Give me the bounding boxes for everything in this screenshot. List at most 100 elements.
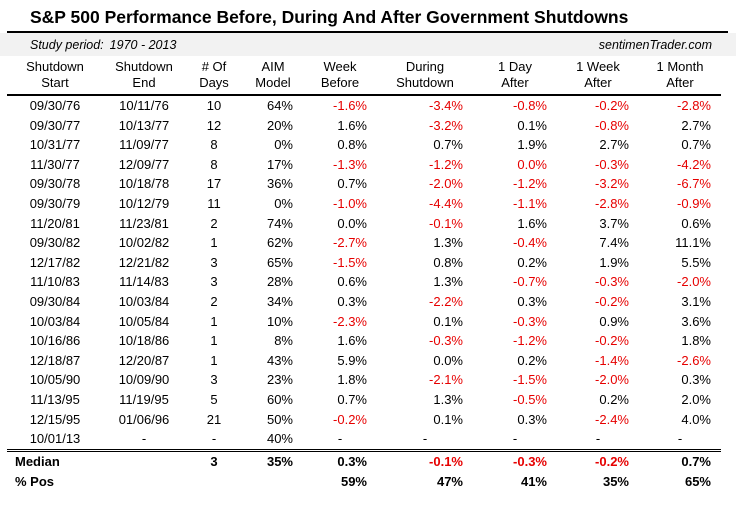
table-cell: 0.8%	[433, 254, 463, 270]
table-cell: -3.2%	[595, 176, 629, 192]
table-cell: -2.6%	[677, 352, 711, 368]
table-cell: 3.7%	[599, 215, 629, 231]
table-cell: 0.3%	[337, 293, 367, 309]
table-cell: 11	[207, 195, 221, 211]
table-cell: 10/18/78	[118, 176, 170, 192]
table-cell: 20%	[266, 117, 293, 133]
table-cell: 12/20/87	[118, 352, 170, 368]
table-cell: 11/19/95	[119, 391, 169, 407]
table-cell: -2.8%	[677, 98, 711, 113]
table-cell: -1.0%	[333, 195, 367, 211]
table-cell: 11/20/81	[30, 215, 80, 231]
table-cell: 1	[210, 313, 218, 329]
table-row: 09/30/76 10/11/76 10 64% -1.6% -3.4% -0.8% -0.2…	[7, 95, 721, 116]
table-cell: 3	[210, 274, 218, 290]
median-cell: 35%	[243, 448, 303, 472]
table-cell: 0%	[274, 137, 293, 153]
table-cell: -1.3%	[333, 156, 367, 172]
table-cell: 12/18/87	[29, 352, 81, 368]
table-row: 11/10/83 11/14/83 3 28% 0.6% 1.3% -0.7% -0.3% -2…	[7, 272, 721, 292]
table-cell: 0.8%	[337, 137, 367, 153]
table-cell: -1.4%	[595, 352, 629, 368]
table-cell: 2	[210, 293, 218, 309]
table-cell: -	[677, 431, 683, 447]
table-cell: -2.4%	[595, 411, 629, 427]
table-cell: 10/09/90	[118, 372, 170, 388]
table-cell: 40%	[266, 431, 293, 447]
table-cell: 3	[210, 372, 218, 388]
table-cell: 10/01/13	[29, 431, 81, 447]
column-header-shutdown-end: Shutdown End	[103, 57, 185, 96]
table-cell: 0.6%	[337, 274, 367, 290]
table-cell: 12/17/82	[29, 254, 81, 270]
table-row: 10/31/77 11/09/77 8 0% 0.8% 0.7% 1.9% 2.7% 0.7%	[7, 135, 721, 155]
table-row: 12/15/95 01/06/96 21 50% -0.2% 0.1% 0.3% -2.4% 4…	[7, 410, 721, 430]
table-cell: 2.7%	[599, 137, 629, 153]
table-cell: -0.8%	[513, 98, 547, 113]
table-cell: 43%	[266, 352, 293, 368]
table-cell: 10/31/77	[29, 137, 81, 153]
table-cell: 0.7%	[681, 137, 711, 153]
table-cell: -1.1%	[513, 195, 547, 211]
table-cell: 1.3%	[433, 391, 463, 407]
table-cell: 10/16/86	[29, 333, 81, 349]
header-row: Shutdown Start Shutdown End # Of Days AIM Model…	[7, 57, 721, 96]
pct-pos-cell: 47%	[436, 473, 463, 489]
median-cell	[103, 448, 185, 472]
table-cell: 0.3%	[681, 372, 711, 388]
table-cell: -4.2%	[677, 156, 711, 172]
table-cell: 2.7%	[681, 117, 711, 133]
table-cell: 1.6%	[517, 215, 547, 231]
table-cell: 74%	[266, 215, 293, 231]
table-cell: 10/12/79	[118, 195, 170, 211]
table-cell: -0.2%	[595, 98, 629, 113]
pct-pos-cell: % Pos	[15, 473, 55, 489]
pct-pos-row: % Pos 59% 47% 41% 35% 65%	[7, 472, 721, 492]
column-header-week-after: 1 Week After	[557, 57, 639, 96]
table-cell: 0.7%	[433, 137, 463, 153]
table-cell: 0.1%	[517, 117, 547, 133]
table-cell: 5.5%	[681, 254, 711, 270]
table-cell: -2.0%	[429, 176, 463, 192]
table-row: 10/05/90 10/09/90 3 23% 1.8% -2.1% -1.5% -2.0% 0…	[7, 370, 721, 390]
table-cell: 0.3%	[517, 411, 547, 427]
table-cell: 09/30/77	[29, 117, 81, 133]
title-divider	[7, 31, 728, 33]
source-credit: sentimenTrader.com	[598, 37, 712, 52]
table-cell: -	[422, 431, 428, 447]
table-cell: 65%	[266, 254, 293, 270]
table-cell: -2.7%	[333, 235, 367, 251]
table-cell: 60%	[266, 391, 293, 407]
table-cell: 11/13/95	[30, 391, 80, 407]
table-cell: 8%	[274, 333, 293, 349]
table-cell: 11/23/81	[119, 215, 169, 231]
table-cell: 1.3%	[433, 235, 463, 251]
table-cell: -0.2%	[595, 333, 629, 349]
table-cell: -1.2%	[513, 333, 547, 349]
table-cell: 17%	[266, 156, 293, 172]
table-cell: -3.2%	[429, 117, 463, 133]
table-cell: 0.7%	[337, 391, 367, 407]
study-period-value: 1970 - 2013	[109, 37, 177, 52]
table-cell: 5.9%	[337, 352, 367, 368]
table-row: 12/18/87 12/20/87 1 43% 5.9% 0.0% 0.2% -1.4% -2.…	[7, 351, 721, 371]
table-cell: 8	[210, 156, 218, 172]
table-cell: 09/30/78	[29, 176, 81, 192]
median-cell: Median	[7, 448, 103, 472]
table-cell: -2.2%	[429, 293, 463, 309]
table-cell: -0.3%	[595, 156, 629, 172]
table-cell: -0.5%	[513, 391, 547, 407]
table-row: 09/30/77 10/13/77 12 20% 1.6% -3.2% 0.1% -0.8% 2…	[7, 116, 721, 136]
table-cell: -2.8%	[595, 195, 629, 211]
table-cell: 8	[210, 137, 218, 153]
table-cell: 0%	[274, 195, 293, 211]
median-cell: 0.3%	[303, 448, 377, 472]
table-cell: -0.2%	[595, 293, 629, 309]
table-cell: -6.7%	[677, 176, 711, 192]
table-cell: 10/13/77	[118, 117, 170, 133]
table-cell: -1.2%	[513, 176, 547, 192]
pct-pos-cell: 65%	[684, 473, 711, 489]
table-cell: 11/10/83	[30, 274, 80, 290]
table-row: 11/30/77 12/09/77 8 17% -1.3% -1.2% 0.0% -0.3% -…	[7, 155, 721, 175]
